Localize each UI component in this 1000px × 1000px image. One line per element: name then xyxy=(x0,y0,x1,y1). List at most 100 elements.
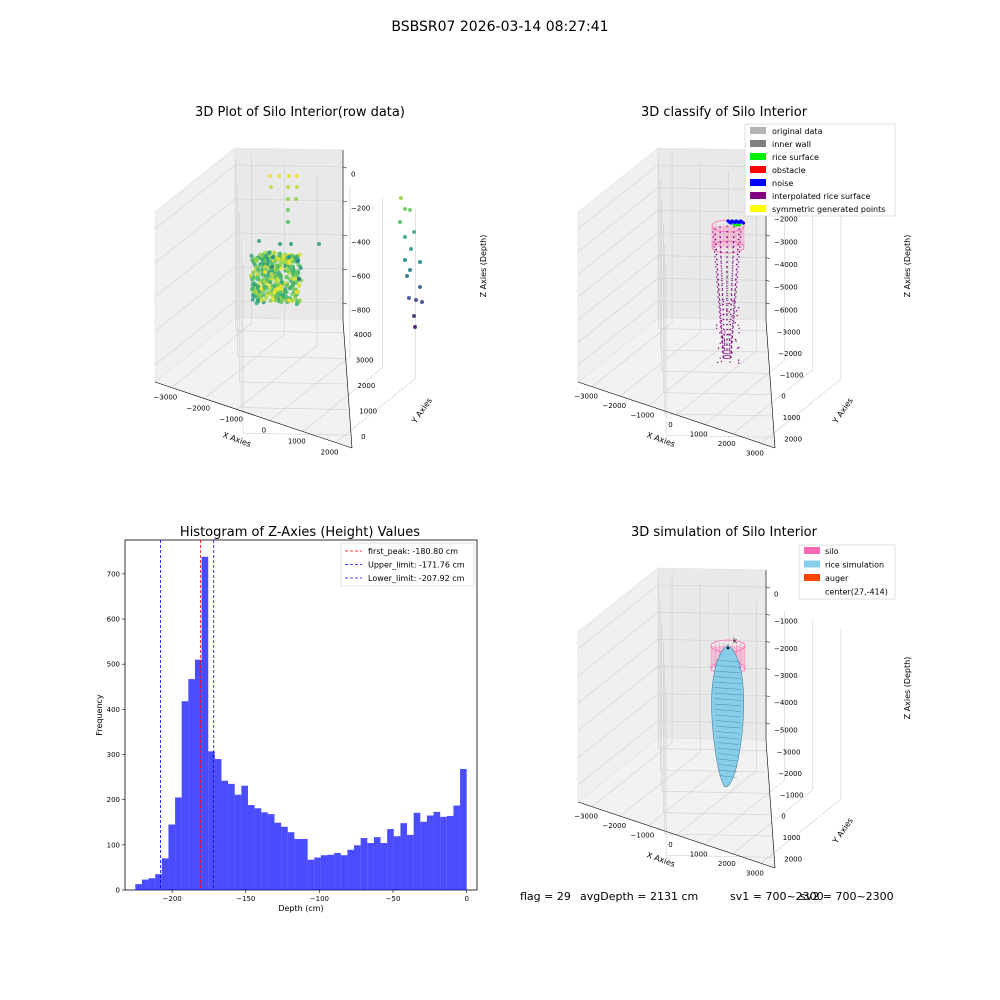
classify-interp-point xyxy=(726,272,728,274)
classify-interp-point xyxy=(739,241,741,243)
classify-interp-point xyxy=(719,312,722,315)
raw-y-grid xyxy=(241,407,350,410)
histogram-legend-label: Lower_limit: -207.92 cm xyxy=(368,574,465,583)
histogram-y-axis-label: Frequency xyxy=(95,694,104,736)
classify-interp-point xyxy=(714,256,716,258)
simulation-y-grid xyxy=(663,812,772,815)
classify-interp-point xyxy=(719,304,721,307)
raw-point xyxy=(403,235,407,239)
classify-interp-point xyxy=(736,314,738,317)
classify-interp-point xyxy=(722,347,725,349)
classify-interp-point xyxy=(721,340,724,342)
classify-interp-point xyxy=(723,338,725,340)
raw-point xyxy=(286,197,290,201)
raw-point xyxy=(403,258,407,262)
simulation-mesh-line xyxy=(715,714,741,718)
classify-interp-point xyxy=(721,294,724,296)
classify-interp-point xyxy=(733,316,735,318)
classify-legend-label: rice surface xyxy=(772,153,819,162)
simulation-x-tick: 2000 xyxy=(718,860,736,868)
classify-interp-point xyxy=(733,303,735,305)
simulation-y-tick: −1000 xyxy=(780,791,804,799)
classify-interp-point xyxy=(716,259,718,261)
classify-interp-point xyxy=(738,307,740,309)
raw-point xyxy=(256,284,260,289)
classify-interp-point xyxy=(720,327,723,329)
classify-interp-point xyxy=(726,292,728,295)
classify-interp-point xyxy=(726,339,728,341)
raw-y-grid xyxy=(237,356,346,359)
classify-interp-point xyxy=(734,338,737,341)
raw-point xyxy=(275,265,280,270)
raw-x-grid xyxy=(269,356,351,421)
histogram-bar xyxy=(148,878,156,890)
classify-interp-point xyxy=(726,344,728,346)
classify-z-grid xyxy=(577,164,767,230)
raw-point xyxy=(274,280,279,285)
raw-z-tick: −800 xyxy=(351,306,370,314)
classify-y-grid xyxy=(658,328,767,331)
classify-interp-point xyxy=(720,260,722,262)
simulation-z-tick-mark xyxy=(765,613,771,616)
raw-point xyxy=(260,272,265,277)
classify-interp-point xyxy=(731,272,733,275)
raw-point xyxy=(286,220,290,224)
histogram-bar xyxy=(347,849,355,890)
classify-interp-point xyxy=(719,326,722,328)
classify-interp-point xyxy=(726,343,728,345)
classify-interp-point xyxy=(726,349,728,351)
histogram-bar xyxy=(327,854,335,890)
classify-interp-point xyxy=(715,253,718,256)
raw-x-tick: −1000 xyxy=(219,416,243,424)
simulation-z-grid xyxy=(577,611,767,677)
classify-legend-swatch xyxy=(750,205,766,212)
classify-interp-point xyxy=(726,357,728,360)
classify-x-tick: 3000 xyxy=(746,449,764,457)
simulation-z-tick-mark xyxy=(765,668,771,670)
classify-interp-point xyxy=(715,243,717,246)
classify-interp-point xyxy=(739,236,742,238)
raw-point xyxy=(261,253,266,258)
classify-interp-point xyxy=(732,314,734,317)
classify-interp-point xyxy=(733,304,735,307)
raw-point xyxy=(317,242,321,246)
classify-x-tick: 0 xyxy=(668,421,672,429)
histogram-x-tick-label: −150 xyxy=(236,895,255,903)
simulation-mesh-line xyxy=(713,692,743,696)
classify-interp-point xyxy=(719,250,722,253)
simulation-y-tick: −2000 xyxy=(778,770,802,778)
simulation-plot-title: 3D simulation of Silo Interior xyxy=(631,525,818,540)
raw-z-tick: 0 xyxy=(351,170,355,178)
raw-y-grid xyxy=(239,381,348,385)
simulation-z-tick: 0 xyxy=(774,590,778,598)
classify-interp-point xyxy=(726,334,728,336)
raw-point xyxy=(274,298,279,303)
classify-interp-point xyxy=(715,276,718,278)
histogram-x-tick-label: −50 xyxy=(386,895,401,903)
classify-interp-point xyxy=(731,283,733,285)
histogram-bar xyxy=(201,556,209,890)
raw-point xyxy=(256,267,261,272)
raw-point xyxy=(284,266,289,271)
classify-interp-point xyxy=(726,318,728,320)
classify-interp-point xyxy=(730,288,733,290)
raw-x-grid xyxy=(335,378,416,443)
raw-point xyxy=(255,275,260,280)
classify-interp-point xyxy=(732,312,735,315)
simulation-y-tick: 1000 xyxy=(783,834,801,842)
raw-point xyxy=(260,257,265,262)
classify-interp-point xyxy=(720,247,722,249)
classify-interp-point xyxy=(715,327,718,329)
raw-point xyxy=(270,265,274,269)
simulation-mesh-line xyxy=(716,725,740,729)
classify-interp-point xyxy=(726,275,728,277)
histogram-bar xyxy=(161,858,169,890)
raw-point xyxy=(291,259,296,264)
histogram-y-tick-label: 700 xyxy=(107,570,120,578)
raw-point xyxy=(268,298,273,303)
raw-point xyxy=(255,257,259,262)
raw-point xyxy=(252,282,257,287)
raw-point xyxy=(265,256,270,261)
classify-interp-point xyxy=(726,348,728,350)
classify-interp-point xyxy=(731,277,733,280)
